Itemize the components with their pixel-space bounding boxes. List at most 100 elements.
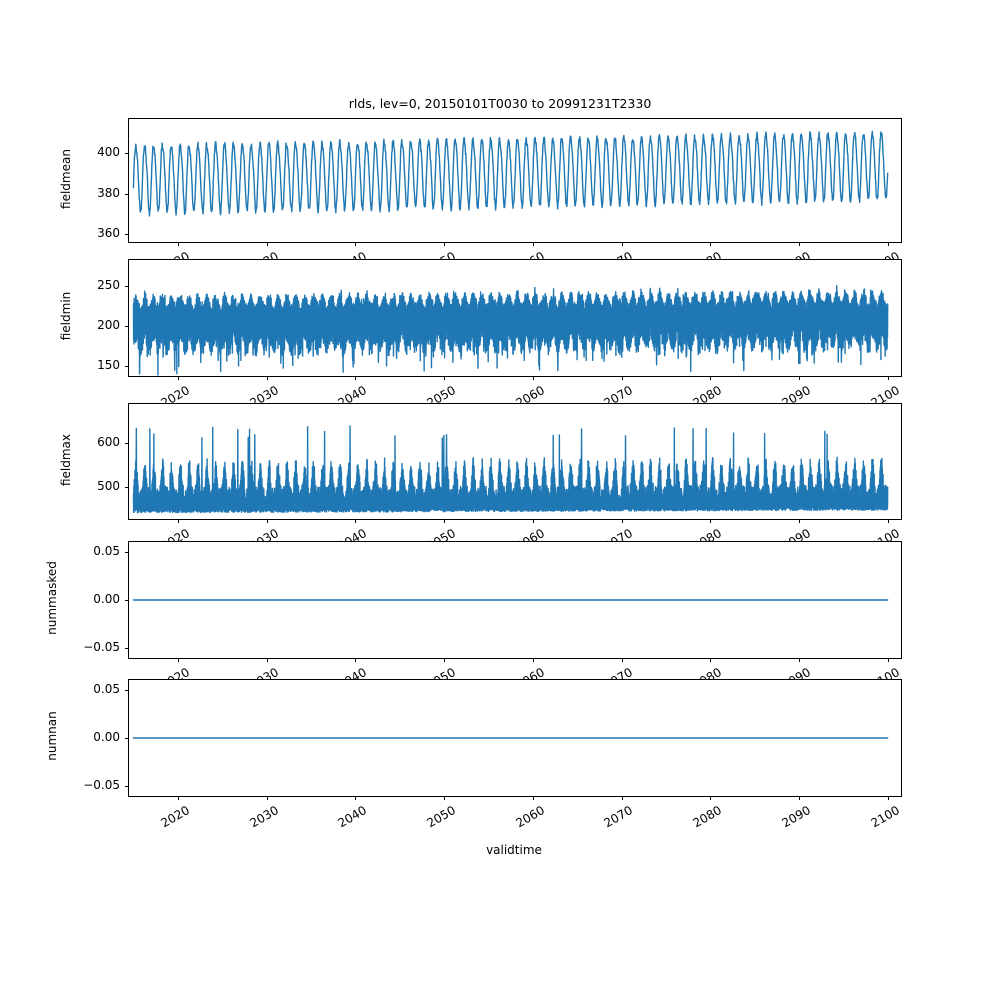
y-tick-label-fieldmin-1: 200 xyxy=(97,318,120,333)
x-tick-mark xyxy=(266,796,268,800)
y-tick-label-nummasked-2: 0.05 xyxy=(93,543,120,558)
x-tick-label-2040: 2040 xyxy=(293,249,369,259)
x-tick-label-2030: 2030 xyxy=(247,526,281,541)
y-tick-label-fieldmax-1: 600 xyxy=(97,434,120,449)
x-tick-layer-fieldmean: 2020 2030 2040 2050 2060 2070 2080 2090 2100 xyxy=(0,242,1000,259)
x-tick-label-2050: 2050 xyxy=(424,526,458,541)
plot-area-fieldmax xyxy=(132,425,889,514)
x-tick-label-2020: 2020 xyxy=(158,383,192,403)
x-tick-label-2080: 2080 xyxy=(690,526,725,541)
x-tick-label-2080: 2080 xyxy=(648,249,724,259)
y-tick-mark xyxy=(124,286,128,288)
x-tick-mark xyxy=(355,242,357,246)
x-tick-mark xyxy=(177,658,179,662)
subplot-fieldmin xyxy=(128,259,902,377)
x-tick-mark xyxy=(799,658,800,662)
x-tick-label-2050: 2050 xyxy=(382,249,458,259)
x-tick-label-2060: 2060 xyxy=(513,665,547,679)
x-tick-mark xyxy=(799,519,800,523)
x-tick-label-2040: 2040 xyxy=(335,526,370,541)
plot-area-nummasked xyxy=(132,599,889,601)
x-tick-label-2050: 2050 xyxy=(424,383,458,403)
x-tick-label-2030: 2030 xyxy=(247,665,281,679)
y-tick-mark xyxy=(124,600,128,601)
x-tick-label-2070: 2070 xyxy=(559,249,635,259)
x-tick-mark xyxy=(355,519,357,523)
x-tick-layer-fieldmin: 2020 2030 2040 2050 2060 2070 2080 2090 2100 xyxy=(0,376,1000,403)
y-tick-label-fieldmin-2: 250 xyxy=(97,278,120,293)
x-tick-label-2080: 2080 xyxy=(690,665,725,679)
x-tick-label-2030: 2030 xyxy=(247,383,281,403)
y-tick-label-fieldmin-0: 150 xyxy=(97,358,120,373)
x-tick-label-2090: 2090 xyxy=(779,526,813,541)
y-tick-label-numnan-1: 0.00 xyxy=(93,730,120,744)
x-tick-mark xyxy=(887,376,889,380)
y-tick-mark xyxy=(124,551,128,553)
figure-title: rlds, lev=0, 20150101T0030 to 20991231T2… xyxy=(348,96,652,111)
x-tick-mark xyxy=(887,519,889,523)
x-tick-mark xyxy=(177,796,179,800)
x-tick-mark xyxy=(266,519,268,523)
y-tick-mark xyxy=(124,487,128,489)
x-tick-layer-numnan: 2020 2030 2040 2050 2060 2070 2080 2090 2100 xyxy=(0,796,1000,856)
x-tick-mark xyxy=(710,796,712,800)
plot-area-fieldmean xyxy=(132,130,889,217)
y-tick-label-numnan-0: −0.05 xyxy=(83,778,120,793)
x-tick-mark xyxy=(266,376,268,380)
x-tick-label-2100: 2100 xyxy=(868,665,902,679)
subplot-numnan xyxy=(128,679,902,797)
x-tick-label-2060: 2060 xyxy=(470,249,546,259)
x-tick-label-2030: 2030 xyxy=(247,803,281,831)
subplot-fieldmean xyxy=(128,118,902,243)
x-tick-mark xyxy=(532,242,534,246)
y-tick-label-nummasked-1: 0.00 xyxy=(93,592,120,606)
x-tick-mark xyxy=(177,242,179,246)
x-tick-mark xyxy=(177,519,179,523)
y-tick-label-fieldmax-0: 500 xyxy=(97,479,120,494)
x-tick-label-2020: 2020 xyxy=(158,803,192,831)
y-axis-label-fieldmax: fieldmax xyxy=(59,433,73,486)
x-tick-mark xyxy=(444,519,445,523)
x-tick-label-2020: 2020 xyxy=(158,526,192,541)
y-tick-label-fieldmean-0: 360 xyxy=(97,225,120,240)
y-tick-mark xyxy=(124,326,128,328)
x-tick-label-2050: 2050 xyxy=(424,665,458,679)
x-tick-mark xyxy=(621,376,623,380)
x-tick-label-2100: 2100 xyxy=(868,803,902,831)
x-tick-label-2100: 2100 xyxy=(868,526,902,541)
y-tick-mark xyxy=(124,233,128,235)
x-tick-label-2070: 2070 xyxy=(602,383,636,403)
y-tick-mark xyxy=(124,786,128,788)
x-tick-mark xyxy=(887,658,889,662)
plot-area-fieldmin xyxy=(132,284,889,376)
x-tick-mark xyxy=(532,796,534,800)
x-tick-mark xyxy=(266,658,268,662)
x-tick-mark xyxy=(177,376,179,380)
x-tick-label-2070: 2070 xyxy=(602,526,636,541)
x-tick-mark xyxy=(532,376,534,380)
x-tick-mark xyxy=(621,519,623,523)
x-tick-mark xyxy=(532,658,534,662)
x-tick-mark xyxy=(799,376,800,380)
subplot-fieldmax xyxy=(128,403,902,520)
x-tick-mark xyxy=(710,519,712,523)
x-tick-mark xyxy=(444,658,445,662)
x-tick-label-2040: 2040 xyxy=(335,383,370,403)
y-tick-label-fieldmean-2: 400 xyxy=(97,145,120,160)
x-tick-mark xyxy=(355,376,357,380)
x-tick-mark xyxy=(710,376,712,380)
series-line-fieldmax xyxy=(132,425,889,514)
x-tick-label-2090: 2090 xyxy=(779,665,813,679)
x-tick-mark xyxy=(355,796,357,800)
plot-area-numnan xyxy=(132,737,889,739)
x-tick-mark xyxy=(887,796,889,800)
x-tick-mark xyxy=(799,242,800,246)
y-tick-label-numnan-2: 0.05 xyxy=(93,681,120,696)
x-tick-label-2080: 2080 xyxy=(690,383,725,403)
x-tick-mark xyxy=(621,242,623,246)
x-tick-label-2030: 2030 xyxy=(204,249,280,259)
x-tick-mark xyxy=(710,658,712,662)
y-tick-label-nummasked-0: −0.05 xyxy=(83,640,120,655)
x-tick-mark xyxy=(621,658,623,662)
x-tick-label-2020: 2020 xyxy=(158,665,192,679)
